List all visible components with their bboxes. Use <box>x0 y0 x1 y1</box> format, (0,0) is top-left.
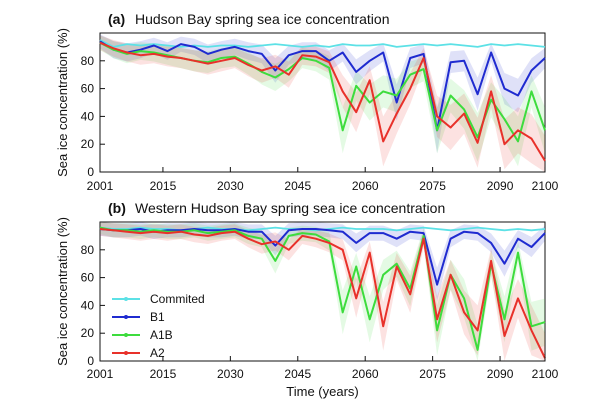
y-tick-label: 40 <box>81 298 95 312</box>
legend-marker-commited <box>124 297 128 301</box>
panel-label: (b) <box>108 200 126 216</box>
y-axis-label: Sea ice concentration (%) <box>55 217 70 366</box>
plot-frame <box>99 32 546 173</box>
x-tick-label: 2001 <box>87 179 114 193</box>
band-a1b <box>100 222 545 361</box>
x-tick-label: 2030 <box>217 367 244 381</box>
x-tick-label: 2075 <box>419 367 446 381</box>
panel-a: 0 20 40 60 80 2001 2015 2030 2045 2060 2075 2090 210… <box>55 11 559 193</box>
y-tick-label: 80 <box>81 243 95 257</box>
series-line-a2 <box>99 41 546 162</box>
y-tick-label: 0 <box>87 165 94 179</box>
legend-label-b1: B1 <box>150 310 165 324</box>
x-tick-label: 2001 <box>87 367 114 381</box>
legend-label-commited: Commited <box>150 292 205 306</box>
series-line-a2 <box>99 228 546 359</box>
series-line-b1 <box>99 228 546 286</box>
series-line-commited <box>99 39 546 48</box>
x-axis-label: Time (years) <box>286 384 358 399</box>
x-tick-label: 2015 <box>150 367 177 381</box>
y-tick-label: 20 <box>81 326 95 340</box>
band-b1 <box>100 34 545 154</box>
panel-title: Hudson Bay spring sea ice concentration <box>135 11 389 27</box>
panel-b: 0 20 40 60 80 2001 2015 2030 2045 2060 2075 2090 210… <box>55 200 559 399</box>
band-a1b <box>100 35 545 167</box>
y-tick-label: 60 <box>81 82 95 96</box>
panel-label: (a) <box>108 11 125 27</box>
x-tick-label: 2045 <box>284 179 311 193</box>
x-tick-label: 2030 <box>217 179 244 193</box>
x-tick-label: 2090 <box>487 179 514 193</box>
panel-title: Western Hudson Bay spring sea ice concen… <box>135 200 445 216</box>
legend-marker-b1 <box>124 315 128 319</box>
legend-label-a2: A2 <box>150 346 165 360</box>
y-tick-label: 80 <box>81 54 95 68</box>
x-tick-label: 2015 <box>150 179 177 193</box>
series-line-b1 <box>99 40 546 132</box>
band-a2 <box>100 35 545 173</box>
x-tick-label: 2060 <box>352 179 379 193</box>
band-b1 <box>100 222 545 302</box>
x-tick-label: 2100 <box>532 367 559 381</box>
legend-label-a1b: A1B <box>150 328 173 342</box>
legend-marker-a2 <box>124 351 128 355</box>
x-tick-label: 2090 <box>487 367 514 381</box>
plot-frame <box>99 221 546 362</box>
legend: Commited B1 A1B A2 <box>112 292 205 360</box>
y-tick-label: 40 <box>81 109 95 123</box>
y-tick-label: 60 <box>81 271 95 285</box>
y-tick-label: 20 <box>81 137 95 151</box>
x-tick-label: 2060 <box>352 367 379 381</box>
x-tick-label: 2100 <box>532 179 559 193</box>
y-axis-label: Sea ice concentration (%) <box>55 28 70 177</box>
x-tick-label: 2045 <box>284 367 311 381</box>
x-tick-label: 2075 <box>419 179 446 193</box>
y-tick-label: 0 <box>87 354 94 368</box>
legend-marker-a1b <box>124 333 128 337</box>
